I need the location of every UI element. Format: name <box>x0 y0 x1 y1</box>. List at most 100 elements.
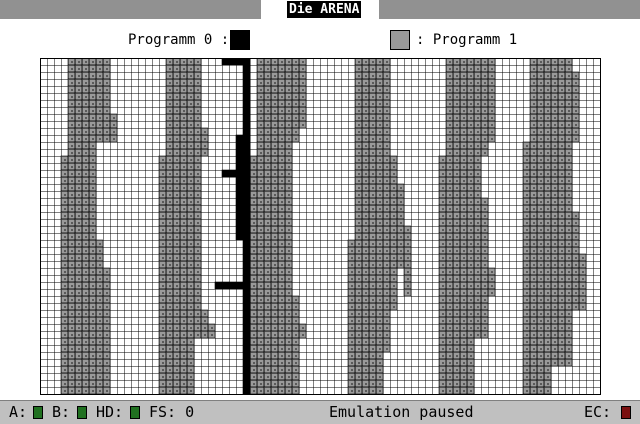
program-1-cell <box>277 267 286 276</box>
program-1-cell <box>543 58 552 66</box>
program-1-cell <box>466 337 475 346</box>
program-1-cell <box>452 64 461 73</box>
program-1-cell <box>179 316 188 325</box>
program-1-cell <box>564 232 573 241</box>
program-1-cell <box>256 176 265 185</box>
program-1-cell <box>564 148 573 157</box>
program-1-cell <box>81 155 90 164</box>
program-1-cell <box>74 218 83 227</box>
program-1-cell <box>165 386 174 395</box>
program-0-cell <box>242 260 251 269</box>
program-1-cell <box>277 78 286 87</box>
program-1-cell <box>179 141 188 150</box>
program-1-cell <box>172 197 181 206</box>
program-1-cell <box>459 141 468 150</box>
program-1-cell <box>284 162 293 171</box>
program-1-cell <box>249 351 258 360</box>
program-1-cell <box>487 58 496 66</box>
program-1-cell <box>522 197 531 206</box>
program-1-cell <box>172 155 181 164</box>
program-1-cell <box>543 225 552 234</box>
program-1-cell <box>60 246 69 255</box>
program-1-cell <box>249 316 258 325</box>
program-1-cell <box>445 106 454 115</box>
program-1-cell <box>536 169 545 178</box>
program-1-cell <box>81 183 90 192</box>
program-1-cell <box>186 120 195 129</box>
program-1-cell <box>88 183 97 192</box>
program-1-cell <box>165 113 174 122</box>
program-1-cell <box>459 386 468 395</box>
program-1-cell <box>256 162 265 171</box>
program-1-cell <box>172 225 181 234</box>
program-1-cell <box>564 267 573 276</box>
program-1-cell <box>249 358 258 367</box>
program-1-cell <box>81 106 90 115</box>
program-0-cell <box>242 253 251 262</box>
program-1-cell <box>347 316 356 325</box>
program-1-cell <box>207 323 216 332</box>
program-1-cell <box>165 204 174 213</box>
program-1-cell <box>536 372 545 381</box>
program-1-cell <box>375 134 384 143</box>
program-1-cell <box>543 71 552 80</box>
program-1-cell <box>529 85 538 94</box>
program-1-cell <box>158 351 167 360</box>
program-1-cell <box>270 267 279 276</box>
program-1-cell <box>186 204 195 213</box>
program-1-cell <box>361 316 370 325</box>
program-1-cell <box>88 155 97 164</box>
program-1-cell <box>445 337 454 346</box>
program-1-cell <box>284 253 293 262</box>
program-1-cell <box>487 288 496 297</box>
program-1-cell <box>284 351 293 360</box>
program-1-cell <box>459 267 468 276</box>
program-1-cell <box>375 358 384 367</box>
program-1-cell <box>473 232 482 241</box>
program-1-cell <box>557 281 566 290</box>
program-1-cell <box>466 106 475 115</box>
program-1-cell <box>256 351 265 360</box>
program-1-cell <box>536 302 545 311</box>
program-1-cell <box>102 120 111 129</box>
program-1-cell <box>277 211 286 220</box>
program-1-cell <box>445 351 454 360</box>
program-1-cell <box>452 120 461 129</box>
program-1-cell <box>67 274 76 283</box>
program-1-cell <box>88 148 97 157</box>
program-1-cell <box>256 372 265 381</box>
program-1-cell <box>81 141 90 150</box>
program-1-cell <box>522 316 531 325</box>
program-1-cell <box>256 365 265 374</box>
program-1-cell <box>179 211 188 220</box>
program-0-cell <box>242 386 251 395</box>
program-1-cell <box>445 183 454 192</box>
program-1-cell <box>277 274 286 283</box>
program-1-cell <box>529 225 538 234</box>
program-1-cell <box>186 253 195 262</box>
program-1-cell <box>361 148 370 157</box>
program-1-cell <box>249 379 258 388</box>
program-1-cell <box>256 232 265 241</box>
program-1-cell <box>81 274 90 283</box>
program-1-cell <box>172 148 181 157</box>
program-1-cell <box>473 148 482 157</box>
program-1-cell <box>375 232 384 241</box>
program-1-cell <box>67 120 76 129</box>
program-1-cell <box>81 379 90 388</box>
program-1-cell <box>102 379 111 388</box>
program-1-cell <box>550 71 559 80</box>
program-1-cell <box>74 358 83 367</box>
program-1-cell <box>256 113 265 122</box>
program-1-cell <box>368 351 377 360</box>
program-1-cell <box>158 372 167 381</box>
program-1-cell <box>172 379 181 388</box>
program-1-cell <box>571 85 580 94</box>
program-1-cell <box>543 358 552 367</box>
program-1-cell <box>249 232 258 241</box>
program-1-cell <box>354 225 363 234</box>
program-1-cell <box>179 183 188 192</box>
program-1-cell <box>60 211 69 220</box>
program-1-cell <box>536 162 545 171</box>
program-1-cell <box>88 323 97 332</box>
